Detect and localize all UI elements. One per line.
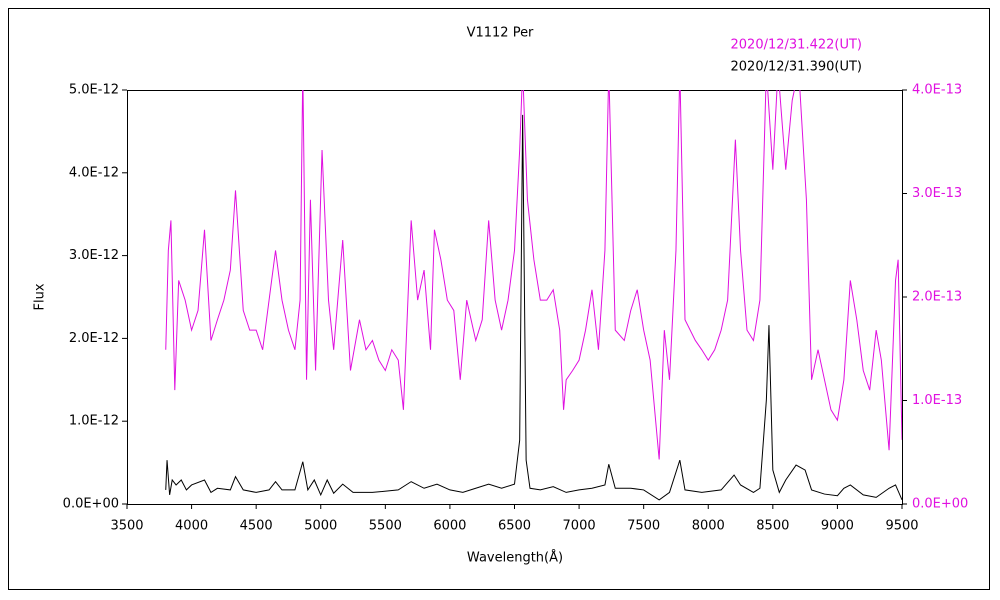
- legend: 2020/12/31.422(UT) 2020/12/31.390(UT): [731, 38, 862, 75]
- y2-tick-label: 2.0E-13: [912, 290, 962, 305]
- x-tick-label: 9000: [821, 519, 854, 534]
- x-tick-label: 8000: [692, 519, 725, 534]
- y2-tick-label: 3.0E-13: [912, 186, 962, 201]
- series-line: [165, 114, 902, 501]
- y-tick-label: 1.0E-12: [69, 414, 119, 429]
- y-axis-label: Flux: [33, 283, 48, 310]
- series-line: [165, 90, 902, 460]
- y2-tick-label: 0.0E+00: [912, 497, 968, 512]
- legend-entry: 2020/12/31.422(UT): [731, 38, 862, 53]
- x-tick-label: 8500: [756, 519, 789, 534]
- y-tick-label: 5.0E-12: [69, 83, 119, 98]
- y-tick-label: 4.0E-12: [69, 165, 119, 180]
- x-tick-label: 6500: [498, 519, 531, 534]
- x-tick-label: 5500: [369, 519, 402, 534]
- y2-tick-label: 4.0E-13: [912, 83, 962, 98]
- plot-area: [127, 90, 903, 505]
- y-tick-label: 3.0E-12: [69, 248, 119, 263]
- frame: [8, 8, 990, 590]
- x-tick-label: 4000: [175, 519, 208, 534]
- x-tick-label: 5000: [304, 519, 337, 534]
- x-tick-label: 4500: [240, 519, 273, 534]
- x-tick-label: 9500: [885, 519, 918, 534]
- x-tick-label: 7500: [627, 519, 660, 534]
- y-tick-label: 0.0E+00: [63, 497, 119, 512]
- x-tick-label: 6000: [433, 519, 466, 534]
- x-axis-label: Wavelength(Å): [467, 550, 563, 566]
- x-tick-label: 3500: [110, 519, 143, 534]
- legend-entry: 2020/12/31.390(UT): [731, 60, 862, 75]
- y2-tick-label: 1.0E-13: [912, 393, 962, 408]
- x-tick-label: 7000: [563, 519, 596, 534]
- chart-title: V1112 Per: [467, 26, 534, 41]
- y-tick-label: 2.0E-12: [69, 331, 119, 346]
